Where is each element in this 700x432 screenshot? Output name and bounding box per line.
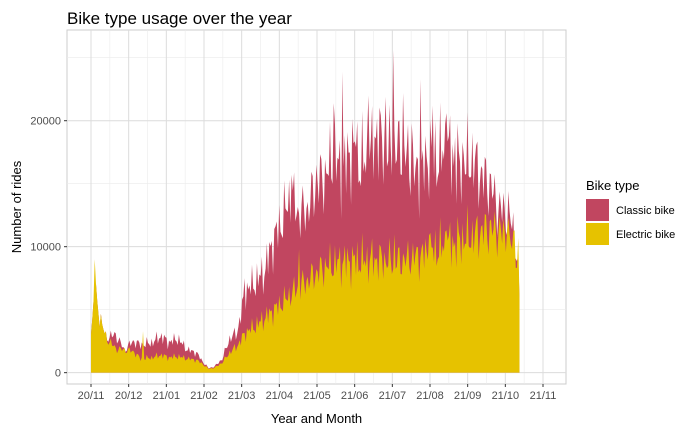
x-tick-label: 21/08 bbox=[416, 390, 444, 402]
x-tick-label: 21/01 bbox=[153, 390, 181, 402]
x-tick-label: 21/03 bbox=[228, 390, 256, 402]
y-tick-label: 20000 bbox=[30, 116, 61, 128]
x-tick-label: 21/05 bbox=[303, 390, 331, 402]
x-tick-label: 21/07 bbox=[379, 390, 407, 402]
stacked-areas bbox=[91, 50, 520, 373]
x-axis-ticks: 20/11 20/12 21/01 21/02 21/03 21/04 21/05 21/06… bbox=[78, 384, 557, 402]
x-tick-label: 20/12 bbox=[115, 390, 143, 402]
x-tick-label: 21/10 bbox=[492, 390, 520, 402]
legend-title: Bike type bbox=[586, 178, 639, 193]
y-tick-label: 0 bbox=[55, 368, 61, 380]
y-tick-label: 10000 bbox=[30, 242, 61, 254]
legend-key-classic bbox=[586, 199, 609, 221]
legend-key-electric bbox=[586, 223, 609, 245]
x-tick-label: 20/11 bbox=[78, 390, 105, 402]
x-tick-label: 21/04 bbox=[266, 390, 294, 402]
legend: Bike type Classic bike Electric bike bbox=[586, 178, 675, 245]
x-tick-label: 21/02 bbox=[190, 390, 218, 402]
legend-label-electric: Electric bike bbox=[616, 229, 675, 241]
y-axis-title: Number of rides bbox=[9, 160, 24, 253]
x-tick-label: 21/06 bbox=[341, 390, 369, 402]
x-tick-label: 21/11 bbox=[530, 390, 557, 402]
y-axis-ticks: 0 10000 20000 bbox=[30, 116, 67, 380]
chart-title: Bike type usage over the year bbox=[67, 9, 292, 28]
electric-bike-area bbox=[91, 204, 520, 373]
x-tick-label: 21/09 bbox=[454, 390, 482, 402]
x-axis-title: Year and Month bbox=[271, 411, 362, 426]
legend-label-classic: Classic bike bbox=[616, 205, 675, 217]
